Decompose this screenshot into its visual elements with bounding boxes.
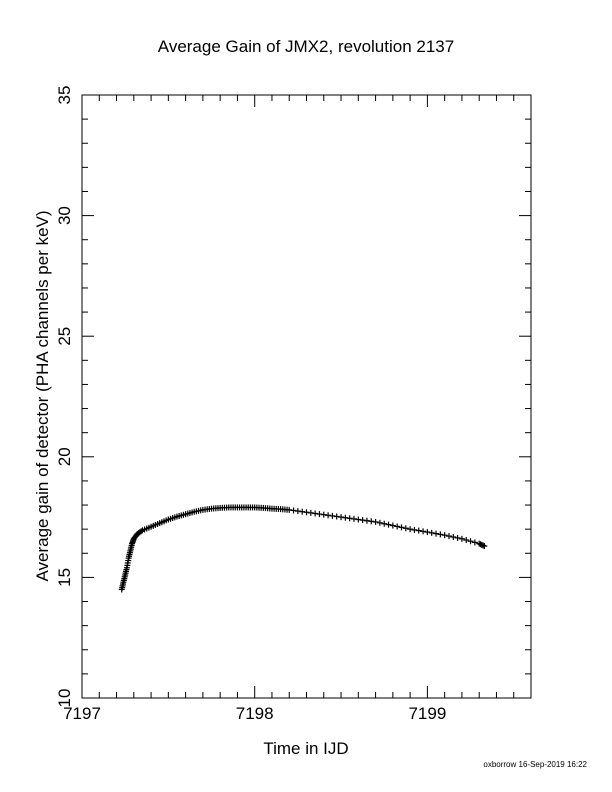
data-point-marker — [325, 512, 332, 519]
data-point-marker — [333, 513, 340, 520]
data-point-marker — [368, 518, 375, 525]
data-point-marker — [445, 533, 452, 540]
y-tick-label: 35 — [55, 86, 74, 105]
data-point-marker — [415, 527, 422, 534]
data-point-marker — [303, 509, 310, 516]
plot-frame — [81, 94, 532, 699]
data-point-marker — [290, 507, 297, 514]
data-point-marker — [454, 534, 461, 541]
data-point-marker — [428, 529, 435, 536]
data-point-marker — [398, 524, 405, 531]
footer-stamp: oxborrow 16-Sep-2019 16:22 — [483, 760, 587, 769]
data-point-marker — [338, 514, 345, 521]
data-point-marker — [471, 539, 478, 546]
data-point-marker — [441, 532, 448, 539]
data-point-marker — [350, 515, 357, 522]
data-point-marker — [402, 525, 409, 532]
data-point-marker — [286, 506, 293, 513]
y-tick-label: 20 — [55, 447, 74, 466]
x-axis-label: Time in IJD — [263, 739, 348, 758]
data-point-marker — [411, 526, 418, 533]
data-point-marker — [420, 528, 427, 535]
data-point-marker — [450, 533, 457, 540]
x-tick-label: 7199 — [408, 704, 446, 723]
data-point-marker — [355, 516, 362, 523]
data-point-marker — [316, 511, 323, 518]
data-point-marker — [481, 543, 488, 550]
data-point-marker — [394, 523, 401, 530]
plot-area: 10 15 20 25 30 35 7197 7198 7199 — [55, 86, 532, 723]
data-point-marker — [312, 510, 319, 517]
data-point-marker — [376, 519, 383, 526]
data-point-marker — [480, 542, 487, 549]
y-tick-label: 10 — [55, 689, 74, 708]
data-point-marker — [320, 511, 327, 518]
data-point-marker — [346, 515, 353, 522]
data-point-marker — [381, 520, 388, 527]
data-point-marker — [389, 522, 396, 529]
data-point-marker — [342, 514, 349, 521]
data-point-marker — [299, 508, 306, 515]
data-point-marker — [329, 512, 336, 519]
data-point-marker — [467, 538, 474, 545]
data-point-marker — [363, 517, 370, 524]
y-tick-label: 30 — [55, 206, 74, 225]
axis-ticks: 10 15 20 25 30 35 7197 7198 7199 — [55, 86, 532, 723]
data-point-marker — [359, 517, 366, 524]
data-point-marker — [307, 509, 314, 516]
data-point-marker — [437, 531, 444, 538]
chart-title: Average Gain of JMX2, revolution 2137 — [158, 37, 454, 56]
x-tick-label: 7197 — [63, 704, 101, 723]
data-point-marker — [433, 530, 440, 537]
y-tick-label: 15 — [55, 568, 74, 587]
data-point-marker — [372, 518, 379, 525]
data-point-marker — [294, 508, 301, 515]
data-point-marker — [424, 529, 431, 536]
y-tick-label: 25 — [55, 327, 74, 346]
data-point-marker — [458, 535, 465, 542]
data-markers — [118, 504, 488, 593]
data-point-marker — [407, 526, 414, 533]
y-axis-label: Average gain of detector (PHA channels p… — [33, 210, 52, 581]
data-point-marker — [138, 528, 145, 535]
data-point-marker — [463, 537, 470, 544]
x-tick-label: 7198 — [236, 704, 274, 723]
data-point-marker — [385, 521, 392, 528]
